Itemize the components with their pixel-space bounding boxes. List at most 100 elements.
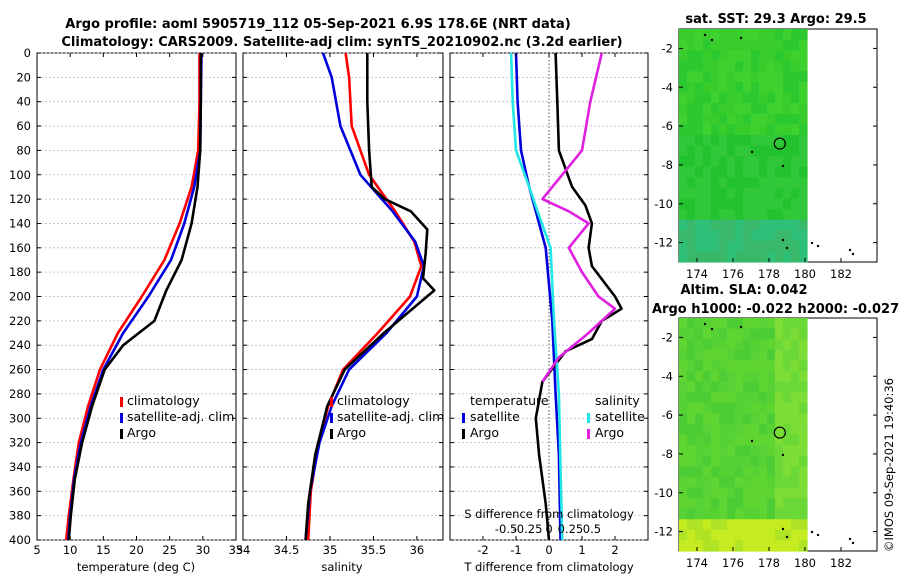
map-cell	[679, 134, 688, 147]
map-cell	[767, 251, 776, 263]
map-cell	[743, 71, 752, 83]
map-cell	[751, 402, 760, 414]
argo-position-marker	[773, 426, 786, 439]
map-cell	[703, 445, 712, 457]
map-cell	[703, 198, 712, 210]
map-cell	[775, 145, 784, 157]
map-cell	[751, 60, 760, 72]
map-cell	[751, 219, 760, 231]
map-cell	[799, 423, 808, 436]
map-cell	[727, 402, 736, 414]
map-cell	[775, 187, 784, 200]
island	[739, 36, 743, 40]
map-cell	[759, 156, 768, 168]
map-cell	[679, 209, 688, 221]
argo-position-marker	[773, 137, 786, 150]
map-cell	[759, 328, 768, 340]
map-cell	[735, 39, 744, 51]
map-cell	[695, 113, 704, 125]
map-cell	[695, 39, 704, 51]
map-cell	[727, 328, 736, 340]
map-cell	[679, 434, 688, 446]
map-cell	[751, 487, 760, 499]
map-cell	[703, 508, 712, 520]
map-cell	[727, 71, 736, 83]
map-cell	[751, 251, 760, 263]
series-line-argo	[67, 53, 203, 541]
map-cell	[783, 519, 792, 531]
map-cell	[759, 381, 768, 393]
series-line-temperature-satellite	[514, 52, 562, 541]
map-cell	[719, 145, 728, 157]
map-cell	[703, 328, 712, 340]
map-cell	[735, 251, 744, 263]
map-cell	[711, 60, 720, 72]
map-cell	[679, 498, 688, 510]
map-cell	[735, 370, 744, 383]
map-cell	[759, 487, 768, 499]
map-cell	[783, 209, 792, 221]
map-cell	[687, 230, 696, 242]
map-cell	[791, 134, 800, 147]
map-cell	[711, 423, 720, 436]
series-line-argo	[304, 53, 436, 541]
map-cell	[751, 187, 760, 200]
map-cell	[775, 124, 784, 136]
salinity-xlabel: salinity	[321, 560, 362, 574]
legend-satellite-adj: satellite-adj. clim	[337, 409, 444, 424]
map-cell	[695, 360, 704, 372]
map-cell	[735, 498, 744, 510]
map-cell	[695, 92, 704, 104]
map-cell	[767, 318, 776, 330]
map-cell	[711, 445, 720, 457]
map-cell	[711, 187, 720, 200]
s-tick-label: 0.5	[583, 522, 601, 536]
map-cell	[735, 413, 744, 425]
map-cell	[687, 240, 696, 253]
map-cell	[767, 413, 776, 425]
map-cell	[775, 134, 784, 147]
map-cell	[743, 39, 752, 51]
map-cell	[703, 166, 712, 178]
map-cell	[799, 198, 808, 210]
map-cell	[703, 103, 712, 115]
map-cell	[759, 445, 768, 457]
map-cell	[775, 423, 784, 436]
map-cell	[791, 39, 800, 51]
map-cell	[703, 519, 712, 531]
island	[703, 33, 707, 37]
map-cell	[783, 349, 792, 361]
map-cell	[695, 434, 704, 446]
map-cell	[711, 370, 720, 383]
map-cell	[759, 498, 768, 510]
island	[781, 238, 785, 242]
map-cell	[783, 508, 792, 520]
map-cell	[783, 476, 792, 489]
map-cell	[791, 103, 800, 115]
legend-climatology: climatology	[337, 393, 410, 408]
map-cell	[703, 81, 712, 94]
map-cell	[799, 508, 808, 520]
map-cell	[687, 392, 696, 404]
map-cell	[759, 166, 768, 178]
map-cell	[719, 529, 728, 542]
map-cell	[743, 60, 752, 72]
map-cell	[791, 519, 800, 531]
map-cell	[695, 540, 704, 552]
map-cell	[759, 519, 768, 531]
map-cell	[687, 519, 696, 531]
map-cell	[775, 219, 784, 231]
map-cell	[799, 487, 808, 499]
map-cell	[791, 60, 800, 72]
map-cell	[687, 103, 696, 115]
map-cell	[743, 328, 752, 340]
temperature-panel: 0 20 40 60 80 100 120 140 160 180 200 220 240 260 280 3…	[9, 46, 243, 574]
map-cell	[759, 124, 768, 136]
map-cell	[687, 166, 696, 178]
map-cell	[751, 328, 760, 340]
map-cell	[783, 392, 792, 404]
map-cell	[799, 328, 808, 340]
map-cell	[783, 134, 792, 147]
map-cell	[735, 360, 744, 372]
map-cell	[695, 50, 704, 62]
